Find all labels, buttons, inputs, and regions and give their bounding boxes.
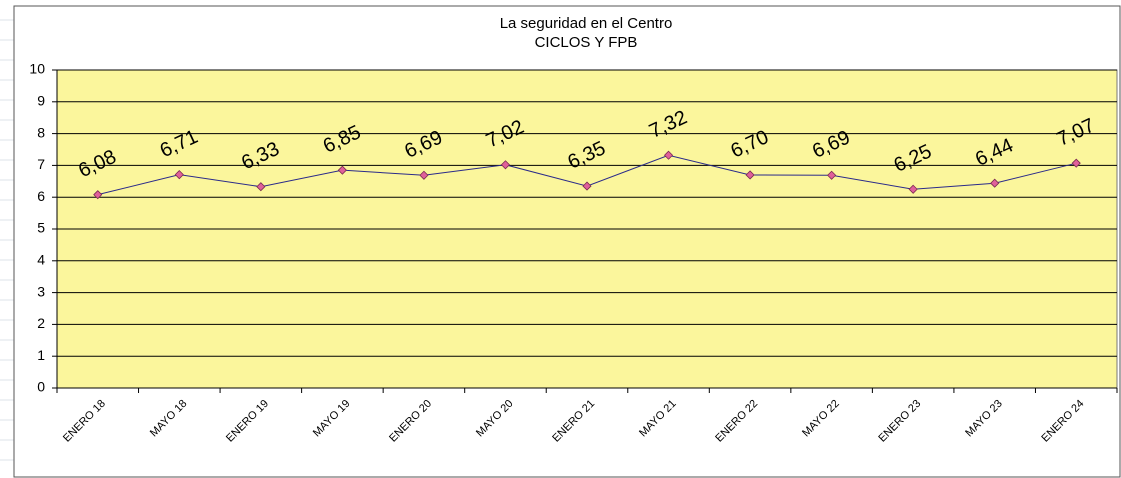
point-marker: [93, 190, 103, 200]
y-tick-label: 6: [37, 188, 45, 204]
y-tick-label: 7: [37, 156, 45, 172]
chart-title: La seguridad en el Centro: [500, 15, 673, 32]
y-tick-label: 0: [37, 379, 45, 395]
y-tick-label: 1: [37, 347, 45, 363]
chart-subtitle: CICLOS Y FPB: [535, 34, 638, 51]
y-tick-label: 9: [37, 93, 45, 109]
y-tick-label: 2: [37, 315, 45, 331]
point-marker: [174, 170, 184, 180]
point-marker: [745, 170, 755, 180]
point-marker: [337, 165, 347, 175]
y-tick-label: 10: [29, 61, 45, 77]
point-marker: [990, 178, 1000, 188]
point-marker: [663, 150, 674, 160]
point-marker: [500, 160, 511, 170]
y-tick-label: 5: [37, 220, 45, 236]
y-tick-label: 8: [37, 124, 45, 140]
point-marker: [419, 170, 429, 180]
y-tick-label: 4: [37, 252, 45, 268]
y-tick-label: 3: [37, 283, 45, 299]
sheet-grid: [0, 19, 14, 461]
point-marker: [1071, 158, 1081, 168]
point-marker: [827, 170, 837, 180]
point-marker: [256, 182, 266, 192]
point-marker: [908, 184, 918, 194]
point-marker: [582, 181, 592, 191]
